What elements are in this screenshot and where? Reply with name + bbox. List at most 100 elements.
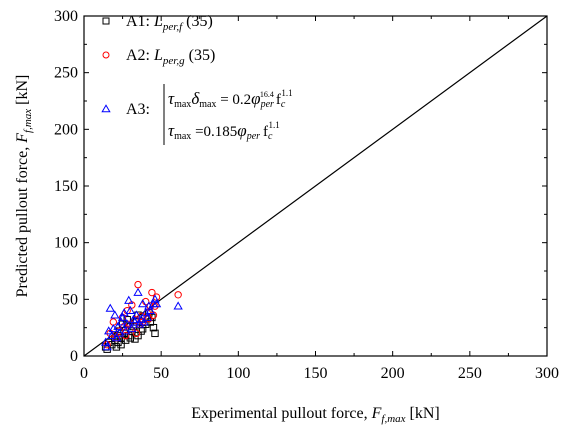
a3-data-point [105,303,115,312]
a1-data-point [123,316,131,324]
a3-data-point [133,287,143,296]
a3-data-point [116,317,126,326]
x-tick-label: 100 [226,365,250,382]
a3-data-point [145,305,156,315]
eq1-rhs: = 0.2 [216,92,251,108]
x-axis-label-unit: [kN] [406,405,440,422]
a1-data-point [149,323,158,332]
eq2-phi: φ [237,121,246,140]
a3-data-point [125,305,135,315]
a3-data-point [124,295,134,304]
a2-data-point [132,329,141,338]
x-tick-label: 150 [304,365,328,382]
legend-entry-a3: A3: τmaxδmax = 0.2φper16.4 fc1.1 τmax =0.… [101,84,293,145]
y-axis-label: Predicted pullout force, Ff,max [kN] [14,75,34,298]
eq1-tau-sub: max [174,99,191,110]
a3-data-point [113,321,123,330]
legend-a2-symbol: L [153,47,163,64]
legend-a2-subscript: per,g [162,55,185,67]
x-axis-label-main: Experimental pullout force, [191,405,371,422]
a3-data-point [139,317,149,326]
legend-a2-suffix: (35) [185,47,216,64]
eq1-phi-sup: 16.4 [260,90,274,99]
legend-a3-id: A3: [126,101,150,118]
eq1-phi: φ [251,89,260,108]
legend-a1-subscript: per,f [162,21,184,33]
x-tick-label: 200 [381,365,405,382]
legend-label-a3: A3: [126,101,150,118]
legend-a1-id: A1: [126,13,154,30]
eq1-tau: τ [168,89,175,108]
a3-data-point [130,317,140,326]
legend-marker-circle [102,51,110,59]
a3-data-point [110,310,120,319]
a3-data-point [117,312,128,321]
y-axis-label-main: Predicted pullout force, [14,143,31,298]
x-tick-label: 50 [153,365,169,382]
eq1-phi-sub: per [260,99,274,110]
axis-ticks [83,15,548,357]
a2-data-point [134,280,142,289]
y-axis-label-unit: [kN] [14,75,31,109]
a3-data-point [114,328,125,337]
a3-data-point [127,323,137,333]
a3-data-point [137,299,148,308]
a2-data-point [174,291,182,299]
a3-data-point [119,308,129,317]
eq2-fc: f [263,124,268,140]
a1-data-point [148,313,156,322]
legend-label-a2: A2: Lper,g (35) [126,47,215,67]
x-axis-label: Experimental pullout force, Ff,max [kN] [191,405,440,425]
eq2-fc-sub: c [268,131,273,142]
eq1-fc-sup: 1.1 [281,88,292,98]
legend-marker-triangle [101,104,111,113]
x-tick-label: 0 [80,365,88,382]
eq2-fc-sup: 1.1 [268,120,279,130]
y-tick-label: 200 [54,121,78,138]
y-tick-label: 250 [54,65,78,82]
a3-data-point [122,319,132,328]
eq1-delta: δ [191,89,200,108]
a3-data-point [102,342,112,351]
eq2-phi-sub: per [246,131,260,142]
tick-labels: 0 50 100 150 200 250 300 0 50 100 150 200 250 300 [54,8,559,382]
x-tick-label: 250 [458,365,482,382]
legend-entry-a1: A1: Lper,f (35) [102,13,213,33]
eq2-tau-sub: max [174,131,191,142]
y-axis-label-symbol: F [14,133,31,144]
a3-data-point [136,314,146,324]
equation-line-2: τmax =0.185φper fc1.1 [168,120,280,142]
a3-data-point [107,330,117,339]
eq1-fc: f [276,92,281,108]
x-axis-label-symbol: F [371,405,382,422]
a2-data-point [148,288,156,297]
y-tick-label: 100 [54,235,78,252]
legend-marker-square [102,17,110,25]
a3-data-point [173,301,183,310]
y-tick-label: 0 [70,348,78,365]
data-markers [100,280,183,353]
a1-data-point [137,327,145,335]
equation-line-1: τmaxδmax = 0.2φper16.4 fc1.1 [168,88,293,110]
y-axis-label-subscript: f,max [22,109,34,133]
legend: A1: Lper,f (35) A2: Lper,g (35) A3: τmax… [101,13,293,145]
legend-label-a1: A1: Lper,f (35) [126,13,213,33]
eq2-rhs: =0.185 [191,124,237,140]
legend-a1-symbol: L [153,13,163,30]
a3-data-point [131,310,142,319]
y-tick-label: 150 [54,178,78,195]
legend-a2-id: A2: [126,47,154,64]
legend-entry-a2: A2: Lper,g (35) [102,47,215,67]
reference-line [83,15,548,357]
legend-a1-suffix: (35) [182,13,213,30]
eq2-tau: τ [168,121,175,140]
a3-data-point [151,299,162,308]
eq1-fc-sub: c [281,99,286,110]
a3-data-point [142,312,152,321]
a1-data-point [151,329,159,338]
eq1-delta-sub: max [199,99,216,110]
y-tick-label: 300 [54,8,78,25]
a1-data-point [112,343,121,351]
a3-data-point [121,326,131,335]
